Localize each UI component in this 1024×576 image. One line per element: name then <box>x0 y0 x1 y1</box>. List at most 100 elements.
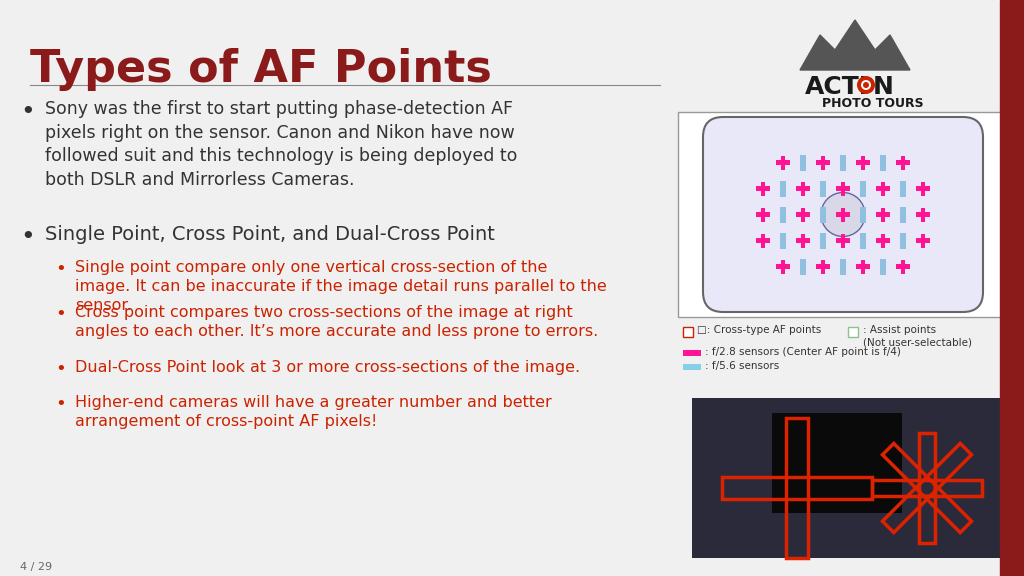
Text: Single point compare only one vertical cross-section of the
image. It can be ina: Single point compare only one vertical c… <box>75 260 607 313</box>
Bar <box>756 187 770 191</box>
Bar <box>900 233 906 248</box>
Bar <box>781 156 785 169</box>
Bar <box>900 180 906 196</box>
Bar <box>921 233 925 248</box>
Bar <box>772 413 902 513</box>
Bar <box>876 238 890 242</box>
Text: N: N <box>873 75 894 99</box>
Text: PHOTO TOURS: PHOTO TOURS <box>822 97 924 110</box>
Bar <box>881 181 885 195</box>
Bar <box>780 233 785 248</box>
Bar <box>683 350 701 356</box>
Bar <box>921 181 925 195</box>
Bar <box>800 259 806 275</box>
Text: □: Cross-type AF points: □: Cross-type AF points <box>697 325 821 335</box>
Bar <box>841 259 846 275</box>
Circle shape <box>861 80 871 90</box>
Text: •: • <box>20 100 35 124</box>
Bar <box>841 233 845 248</box>
Bar <box>881 154 886 170</box>
Bar <box>861 260 865 274</box>
Bar <box>801 181 805 195</box>
Polygon shape <box>800 20 910 70</box>
Bar <box>841 154 846 170</box>
Bar <box>786 418 808 558</box>
Bar <box>722 477 872 499</box>
Circle shape <box>863 82 869 88</box>
Bar <box>780 180 785 196</box>
Bar <box>860 180 866 196</box>
Bar <box>841 181 845 195</box>
Bar <box>821 260 825 274</box>
Bar <box>820 233 825 248</box>
Bar <box>881 207 885 222</box>
Bar <box>860 207 866 222</box>
Bar <box>796 238 810 242</box>
Text: ACTI: ACTI <box>805 75 869 99</box>
Bar <box>861 156 865 169</box>
Bar <box>756 213 770 217</box>
Bar <box>801 233 805 248</box>
Bar <box>796 213 810 217</box>
Bar <box>816 264 830 268</box>
Bar <box>836 238 850 242</box>
Bar <box>820 207 825 222</box>
Bar <box>781 260 785 274</box>
Bar <box>881 259 886 275</box>
Bar <box>876 187 890 191</box>
Circle shape <box>857 76 874 94</box>
Text: : f/2.8 sensors (Center AF point is f/4): : f/2.8 sensors (Center AF point is f/4) <box>705 347 901 357</box>
Bar <box>683 364 701 370</box>
Bar <box>896 160 910 165</box>
Bar <box>860 233 866 248</box>
Bar <box>820 180 825 196</box>
Bar <box>916 238 930 242</box>
Text: : Assist points
(Not user-selectable): : Assist points (Not user-selectable) <box>863 325 972 347</box>
Bar <box>916 187 930 191</box>
Text: Types of AF Points: Types of AF Points <box>30 48 492 91</box>
Bar <box>756 238 770 242</box>
Bar <box>901 260 905 274</box>
Bar <box>683 327 693 337</box>
Bar <box>896 264 910 268</box>
Bar <box>692 398 1002 558</box>
Text: Cross point compares two cross-sections of the image at right
angles to each oth: Cross point compares two cross-sections … <box>75 305 598 339</box>
Text: 4 / 29: 4 / 29 <box>20 562 52 572</box>
Text: Dual-Cross Point look at 3 or more cross-sections of the image.: Dual-Cross Point look at 3 or more cross… <box>75 360 581 375</box>
Bar <box>816 160 830 165</box>
Text: •: • <box>55 260 66 278</box>
FancyBboxPatch shape <box>703 117 983 312</box>
Text: •: • <box>55 395 66 413</box>
Bar <box>900 207 906 222</box>
Bar <box>780 207 785 222</box>
Bar <box>901 156 905 169</box>
Circle shape <box>821 192 865 237</box>
Text: •: • <box>20 225 35 249</box>
Bar <box>841 207 845 222</box>
Bar <box>856 160 870 165</box>
Bar <box>776 160 790 165</box>
Bar <box>800 154 806 170</box>
Text: •: • <box>55 305 66 323</box>
Bar <box>801 207 805 222</box>
Text: •: • <box>55 360 66 378</box>
FancyBboxPatch shape <box>678 112 1008 317</box>
Bar <box>921 207 925 222</box>
Bar <box>761 233 765 248</box>
Bar <box>821 156 825 169</box>
Bar <box>761 207 765 222</box>
Bar <box>876 213 890 217</box>
Bar <box>848 327 858 337</box>
Bar <box>796 187 810 191</box>
Bar <box>836 213 850 217</box>
Bar <box>1000 0 1024 576</box>
Bar <box>776 264 790 268</box>
Bar <box>836 187 850 191</box>
Text: Higher-end cameras will have a greater number and better
arrangement of cross-po: Higher-end cameras will have a greater n… <box>75 395 552 429</box>
Bar <box>761 181 765 195</box>
Bar <box>856 264 870 268</box>
Bar <box>916 213 930 217</box>
Text: : f/5.6 sensors: : f/5.6 sensors <box>705 361 779 371</box>
Bar <box>881 233 885 248</box>
Text: Single Point, Cross Point, and Dual-Cross Point: Single Point, Cross Point, and Dual-Cros… <box>45 225 495 244</box>
